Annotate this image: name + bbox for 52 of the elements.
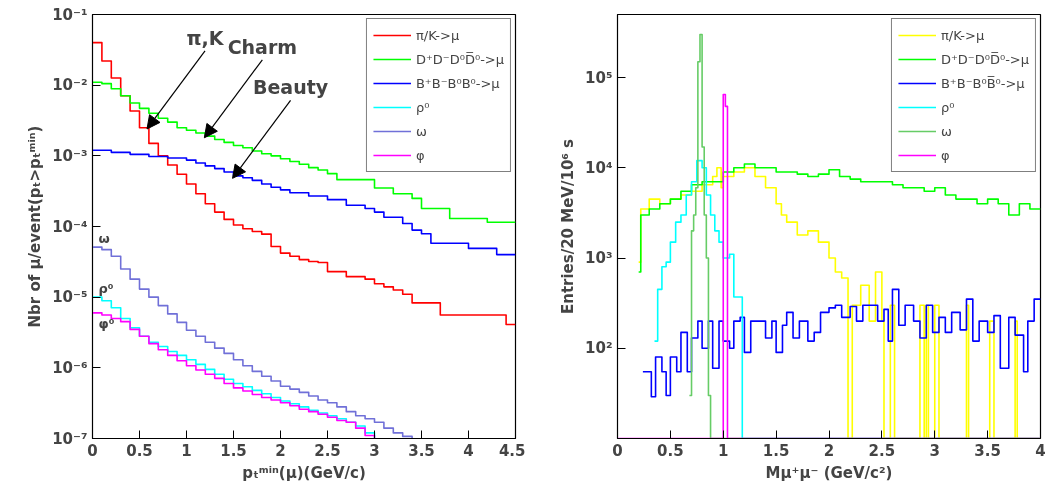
y-tick-label: 10⁻² [52,76,88,95]
x-tick-label: 3 [369,441,380,460]
legend-label: ω [415,122,428,140]
x-tick-label: 2.5 [314,441,341,460]
y-tick-label: 10² [585,339,613,358]
x-tick-label: 3 [929,441,940,460]
x-tick-label: 1 [181,441,192,460]
y-axis-title: Entries/20 MeV/10⁶ s [559,138,578,315]
x-tick-label: 0 [612,441,623,460]
annotation: ρ⁰ [98,281,114,297]
x-tick-label: 4 [1035,441,1046,460]
y-tick-label: 10⁻⁴ [52,217,88,236]
legend-label: φ [940,146,951,164]
legend-label: π/K->μ [415,26,460,44]
x-tick-label: 0.5 [126,441,153,460]
y-tick-label: 10⁻⁵ [52,288,88,307]
x-tick-label: 2 [823,441,835,460]
legend-label: D⁺D⁻D⁰D̅⁰->μ [940,50,1029,68]
annotation: Charm [227,35,298,58]
x-tick-label: 3.5 [974,441,1001,460]
annotation: φ⁰ [98,315,115,331]
legend-label: D⁺D⁻D⁰D̅⁰->μ [415,50,504,68]
y-tick-label: 10⁻³ [52,146,88,165]
y-axis-title: Nbr of μ/event(pₜ>pₜᵐⁱⁿ) [26,125,45,328]
annotation: Beauty [252,76,329,99]
y-tick-label: 10⁻⁷ [52,429,88,448]
legend-label: B⁺B⁻B⁰B⁰->μ [415,74,500,92]
legend-label: ρ⁰ [415,98,431,116]
y-tick-label: 10³ [585,249,613,268]
x-tick-label: 2.5 [868,441,896,460]
x-tick-label: 1.5 [762,441,790,460]
legend-label: ρ⁰ [940,98,956,116]
x-tick-label: 1 [718,441,729,460]
legend-label: B⁺B⁻B⁰B̅⁰->μ [940,74,1025,92]
legend-label: π/K->μ [940,26,985,44]
y-tick-label: 10⁵ [585,68,613,87]
x-tick-label: 3.5 [408,441,435,460]
x-tick-label: 4.5 [498,441,526,460]
y-tick-label: 10⁴ [585,158,613,177]
x-tick-label: 4 [463,441,474,460]
legend-label: φ [415,146,426,164]
x-tick-label: 1.5 [220,441,247,460]
legend-label: ω [940,122,953,140]
x-axis-title: Mμ⁺μ⁻ (GeV/c²) [765,463,893,482]
y-tick-label: 10⁻¹ [52,5,88,24]
x-tick-label: 2 [275,441,286,460]
x-tick-label: 0 [87,441,98,460]
annotation: ω [98,231,110,247]
x-tick-label: 0.5 [657,441,684,460]
x-axis-title: pₜᵐⁱⁿ(μ)(GeV/c) [242,463,366,482]
annotation: π,K [186,26,225,49]
y-tick-label: 10⁻⁶ [52,358,88,377]
